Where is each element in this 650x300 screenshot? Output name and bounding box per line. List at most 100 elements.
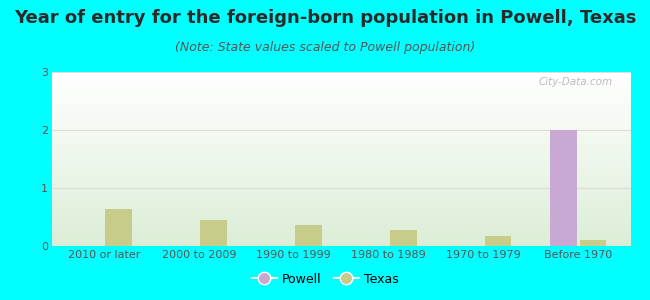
Bar: [52, 210, 630, 211]
Bar: [52, 124, 630, 125]
Bar: [52, 133, 630, 134]
Bar: [390, 230, 417, 246]
Bar: [52, 83, 630, 84]
Bar: [52, 82, 630, 83]
Bar: [52, 154, 630, 155]
Bar: [52, 221, 630, 222]
Bar: [52, 198, 630, 199]
Bar: [52, 189, 630, 190]
Bar: [52, 120, 630, 121]
Text: City-Data.com: City-Data.com: [539, 77, 613, 87]
Bar: [52, 112, 630, 113]
Bar: [52, 222, 630, 223]
Bar: [52, 114, 630, 115]
Bar: [52, 150, 630, 151]
Bar: [52, 107, 630, 108]
Bar: [52, 98, 630, 99]
Bar: [52, 140, 630, 141]
Bar: [52, 158, 630, 159]
Bar: [52, 217, 630, 218]
Bar: [52, 90, 630, 91]
Bar: [52, 201, 630, 202]
Bar: [52, 171, 630, 172]
Bar: [52, 243, 630, 244]
Bar: [52, 80, 630, 81]
Bar: [52, 170, 630, 171]
Bar: [52, 104, 630, 105]
Bar: [52, 111, 630, 112]
Bar: [52, 166, 630, 167]
Bar: [52, 186, 630, 187]
Bar: [52, 180, 630, 181]
Bar: [52, 232, 630, 233]
Bar: [52, 81, 630, 82]
Bar: [52, 88, 630, 89]
Bar: [52, 141, 630, 142]
Bar: [52, 238, 630, 239]
Bar: [52, 203, 630, 204]
Bar: [52, 235, 630, 236]
Bar: [52, 153, 630, 154]
Bar: [52, 95, 630, 96]
Bar: [52, 75, 630, 76]
Bar: [52, 101, 630, 102]
Bar: [52, 85, 630, 86]
Bar: [52, 200, 630, 201]
Bar: [52, 184, 630, 185]
Bar: [52, 92, 630, 93]
Bar: [52, 236, 630, 237]
Bar: [52, 84, 630, 85]
Bar: [52, 142, 630, 143]
Bar: [52, 143, 630, 144]
Bar: [52, 138, 630, 139]
Bar: [52, 190, 630, 191]
Bar: [52, 226, 630, 227]
Bar: [485, 236, 512, 246]
Bar: [52, 162, 630, 163]
Bar: [105, 209, 132, 246]
Bar: [52, 113, 630, 114]
Bar: [52, 131, 630, 132]
Bar: [52, 134, 630, 135]
Bar: [52, 175, 630, 176]
Bar: [52, 139, 630, 140]
Bar: [52, 132, 630, 133]
Bar: [52, 172, 630, 173]
Bar: [52, 74, 630, 75]
Bar: [52, 191, 630, 192]
Bar: [52, 211, 630, 212]
Bar: [52, 160, 630, 161]
Bar: [52, 208, 630, 209]
Bar: [52, 126, 630, 127]
Bar: [52, 177, 630, 178]
Bar: [52, 123, 630, 124]
Bar: [52, 87, 630, 88]
Bar: [52, 182, 630, 183]
Bar: [52, 245, 630, 246]
Bar: [52, 151, 630, 152]
Text: (Note: State values scaled to Powell population): (Note: State values scaled to Powell pop…: [175, 40, 475, 53]
Bar: [52, 173, 630, 174]
Bar: [52, 240, 630, 241]
Bar: [52, 118, 630, 119]
Bar: [52, 168, 630, 169]
Bar: [52, 109, 630, 110]
Bar: [52, 218, 630, 219]
Bar: [52, 206, 630, 207]
Bar: [52, 161, 630, 162]
Bar: [52, 116, 630, 117]
Bar: [52, 91, 630, 92]
Bar: [52, 155, 630, 156]
Bar: [52, 228, 630, 229]
Bar: [52, 199, 630, 200]
Bar: [52, 100, 630, 101]
Bar: [551, 130, 577, 246]
Bar: [52, 242, 630, 243]
Bar: [52, 163, 630, 164]
Bar: [52, 229, 630, 230]
Bar: [52, 209, 630, 210]
Bar: [52, 137, 630, 138]
Legend: Powell, Texas: Powell, Texas: [246, 268, 404, 291]
Bar: [52, 147, 630, 148]
Bar: [52, 152, 630, 153]
